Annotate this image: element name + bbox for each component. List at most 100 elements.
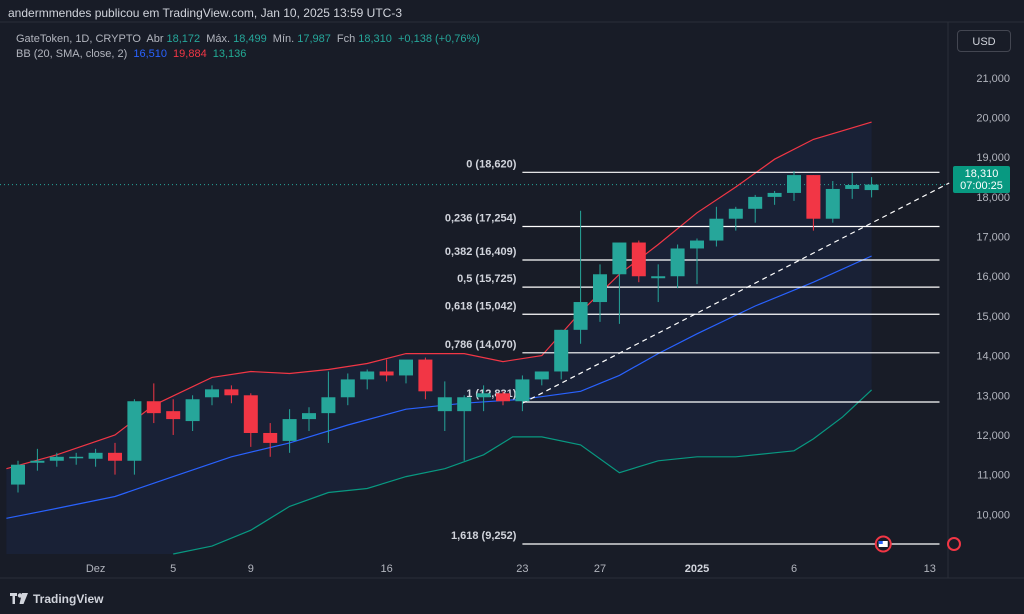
low-label: Mín. (272, 33, 295, 45)
candle-body (806, 175, 821, 219)
close-value: 18,310 (358, 33, 392, 45)
candle-body (690, 240, 704, 249)
x-tick-label: Dez (86, 563, 106, 575)
candle-body (767, 192, 782, 197)
candle-body (340, 379, 355, 398)
candle-body (709, 218, 724, 241)
candle-body (864, 184, 879, 191)
candle-body (263, 432, 278, 443)
candle-body (845, 184, 860, 189)
fib-level-label: 0,618 (15,042) (445, 300, 517, 312)
change-value: +0,138 (+0,76%) (397, 33, 480, 45)
candle-body (418, 359, 433, 392)
candle-body (399, 359, 413, 376)
bb-basis-value: 16,510 (133, 48, 167, 60)
trend-line (522, 182, 950, 404)
candle-body (11, 464, 25, 485)
bb-legend: BB (20, SMA, close, 2) 16,510 19,884 13,… (16, 48, 249, 60)
x-tick-label: 2025 (685, 563, 709, 575)
x-tick-label: 27 (594, 563, 606, 575)
ohlc-legend: GateToken, 1D, CRYPTO Abr 18,172 Máx. 18,4… (16, 33, 483, 45)
candle-body (651, 276, 666, 279)
close-label: Fch (336, 33, 356, 45)
high-value: 18,499 (233, 33, 267, 45)
candle-body (30, 460, 45, 463)
candle-body (321, 397, 336, 414)
bb-indicator-label[interactable]: BB (20, SMA, close, 2) (16, 48, 128, 60)
publish-header: andermmendes publicou em TradingView.com… (8, 6, 403, 20)
low-value: 17,987 (297, 33, 331, 45)
candle-body (787, 175, 801, 193)
y-tick-label: 18,000 (976, 192, 1010, 204)
candle-body (205, 389, 219, 398)
candle-body (185, 399, 200, 422)
candle-body (243, 395, 258, 433)
candle-body (554, 329, 569, 372)
x-tick-label: 13 (924, 563, 936, 575)
bb-upper-line (6, 121, 872, 470)
high-label: Máx. (206, 33, 231, 45)
bar-countdown: 07:00:25 (960, 180, 1003, 192)
candle-body (457, 397, 472, 412)
candle-body (302, 413, 316, 420)
candle-body (360, 371, 375, 380)
economic-event-edge-icon (947, 537, 961, 552)
candle-body (593, 274, 607, 303)
candle-body (670, 248, 685, 277)
candle-body (379, 371, 394, 376)
y-tick-label: 17,000 (976, 232, 1010, 244)
x-tick-label: 5 (170, 563, 176, 575)
candle-body (631, 242, 646, 277)
x-tick-label: 16 (380, 563, 392, 575)
y-tick-label: 12,000 (976, 430, 1010, 442)
candle-body (127, 401, 142, 461)
bb-band-fill (6, 122, 872, 554)
symbol-label[interactable]: GateToken, 1D, CRYPTO (16, 33, 141, 45)
tradingview-logo-icon (10, 593, 28, 604)
y-tick-label: 10,000 (976, 509, 1010, 521)
candle-body (282, 419, 297, 441)
candle-body (108, 452, 122, 461)
fib-level-label: 0,236 (17,254) (445, 212, 517, 224)
candle-body (825, 188, 840, 219)
candle-body (224, 389, 239, 396)
x-tick-label: 9 (248, 563, 254, 575)
fib-level-label: 0,382 (16,409) (445, 246, 517, 258)
x-tick-label: 23 (516, 563, 528, 575)
y-tick-label: 11,000 (977, 470, 1010, 482)
y-tick-label: 20,000 (976, 113, 1010, 125)
last-price-label: 18,310 07:00:25 (953, 166, 1010, 193)
candle-body (748, 196, 763, 209)
bb-lower-line (173, 389, 873, 555)
candle-body (49, 456, 64, 461)
candle-body (612, 242, 627, 275)
economic-event-icon-flag (878, 541, 888, 548)
y-tick-label: 16,000 (976, 271, 1010, 283)
candle-body (166, 411, 181, 420)
candle-body (88, 452, 103, 459)
y-tick-label: 21,000 (976, 73, 1010, 85)
open-value: 18,172 (166, 33, 201, 45)
candle-body (69, 456, 84, 459)
fib-level-label: 1,618 (9,252) (451, 530, 517, 542)
currency-button[interactable]: USD (957, 30, 1011, 52)
candle-body (437, 397, 452, 412)
economic-event-icon-flag-canton (878, 541, 883, 545)
last-price-value: 18,310 (964, 168, 999, 180)
candle-body (728, 208, 743, 219)
fib-level-label: 0,786 (14,070) (445, 339, 517, 351)
candle-body (515, 379, 530, 402)
bb-upper-value: 19,884 (173, 48, 207, 60)
fib-level-label: 0 (18,620) (466, 158, 516, 170)
open-label: Abr (146, 33, 164, 45)
tradingview-footer[interactable]: TradingView (10, 592, 103, 606)
bb-lower-value: 13,136 (212, 48, 247, 60)
y-tick-label: 14,000 (976, 351, 1010, 363)
candle-body (146, 401, 161, 414)
y-tick-label: 13,000 (976, 390, 1010, 402)
y-tick-label: 19,000 (976, 152, 1010, 164)
fib-level-label: 0,5 (15,725) (457, 273, 517, 285)
candle-body (534, 371, 549, 380)
